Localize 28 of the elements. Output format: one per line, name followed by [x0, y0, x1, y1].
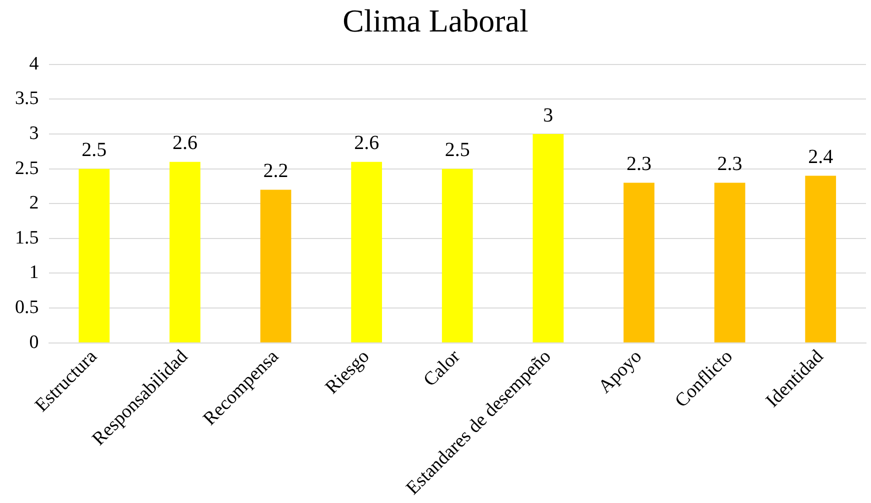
data-label: 2.5 [444, 139, 470, 162]
data-label: 2.4 [808, 146, 834, 168]
data-label: 2.2 [263, 160, 288, 182]
y-tick-label: 1.5 [15, 227, 39, 248]
y-tick-label: 1 [29, 262, 39, 284]
data-label: 2.5 [82, 139, 107, 162]
bar [170, 162, 200, 342]
y-tick-label: 2.5 [15, 158, 39, 179]
y-tick-label: 0 [29, 332, 39, 353]
bar [714, 182, 746, 342]
y-tick-label: 4 [29, 53, 40, 74]
bar [260, 190, 292, 342]
bar [351, 162, 382, 342]
data-label: 3 [543, 104, 554, 126]
bar [805, 176, 836, 342]
y-tick-label: 2 [29, 192, 39, 214]
data-label: 2.6 [172, 132, 198, 154]
data-label: 2.3 [717, 152, 742, 175]
data-label: 2.6 [354, 132, 380, 154]
bar [624, 182, 654, 342]
chart-title: Clima Laboral [342, 2, 528, 39]
bar [442, 168, 473, 342]
bar [532, 134, 564, 342]
bar [78, 168, 110, 342]
data-label: 2.3 [626, 152, 652, 175]
y-tick-label: 0.5 [15, 297, 39, 318]
y-tick-label: 3.5 [15, 88, 39, 110]
y-tick-label: 3 [29, 122, 39, 144]
